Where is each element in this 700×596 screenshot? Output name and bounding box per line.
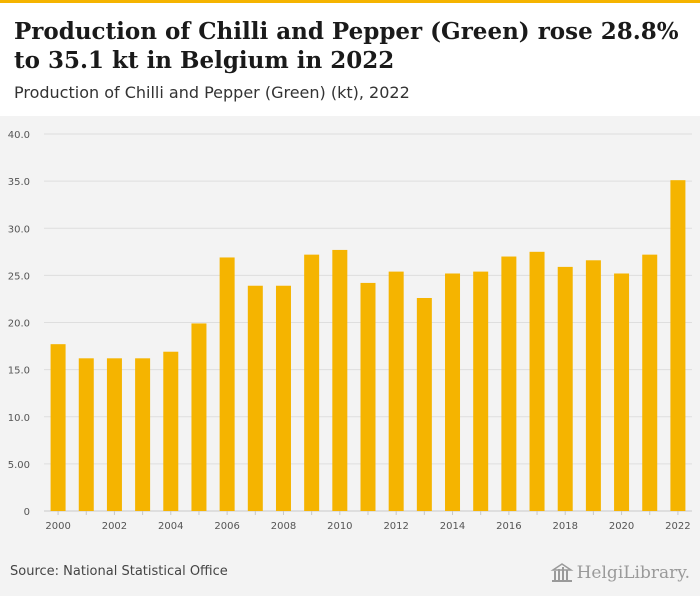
bar-2002[interactable] xyxy=(106,358,122,511)
y-tick-label: 40.0 xyxy=(8,130,30,141)
bar-2011[interactable] xyxy=(360,282,376,511)
bar-2005[interactable] xyxy=(191,323,207,511)
y-tick-label: 20.0 xyxy=(8,319,30,330)
y-tick-label: 0 xyxy=(24,507,30,518)
bar-2008[interactable] xyxy=(275,285,291,511)
bar-2022[interactable] xyxy=(670,180,686,511)
x-tick-label: 2008 xyxy=(271,521,296,532)
x-tick-label: 2004 xyxy=(158,521,183,532)
bar-2016[interactable] xyxy=(501,256,517,511)
x-tick-label: 2020 xyxy=(609,521,634,532)
y-tick-label: 5.00 xyxy=(8,460,30,471)
y-tick-label: 25.0 xyxy=(8,271,30,282)
helgi-library-logo[interactable]: HelgiLibrary. xyxy=(550,561,690,585)
bar-2006[interactable] xyxy=(219,257,235,511)
y-tick-label: 30.0 xyxy=(8,224,30,235)
x-tick-label: 2022 xyxy=(665,521,690,532)
bar-2001[interactable] xyxy=(78,358,94,511)
logo-text: HelgiLibrary. xyxy=(576,563,690,583)
x-tick-label: 2002 xyxy=(102,521,127,532)
x-tick-label: 2006 xyxy=(214,521,239,532)
bar-2021[interactable] xyxy=(642,254,658,511)
library-building-icon xyxy=(550,563,574,582)
bar-2007[interactable] xyxy=(247,285,263,511)
bar-2017[interactable] xyxy=(529,251,545,511)
source-note: Source: National Statistical Office xyxy=(10,564,228,579)
bar-2018[interactable] xyxy=(557,266,573,511)
chart-subtitle: Production of Chilli and Pepper (Green) … xyxy=(14,83,410,102)
x-tick-label: 2012 xyxy=(383,521,408,532)
footer: Source: National Statistical Office Helg… xyxy=(0,556,700,596)
x-tick-label: 2016 xyxy=(496,521,521,532)
x-tick-label: 2000 xyxy=(45,521,70,532)
chart-title: Production of Chilli and Pepper (Green) … xyxy=(14,18,679,74)
bar-chart: 0 5.00 10.0 15.0 20.0 25.0 30.0 35.0 40.0 2000 200… xyxy=(8,130,692,532)
x-tick-label: 2010 xyxy=(327,521,352,532)
bar-2010[interactable] xyxy=(332,249,348,512)
bar-2015[interactable] xyxy=(473,271,489,511)
bar-2012[interactable] xyxy=(388,271,404,511)
bar-2009[interactable] xyxy=(304,254,320,511)
x-tick-label: 2018 xyxy=(552,521,577,532)
bar-2003[interactable] xyxy=(135,358,151,511)
bar-2004[interactable] xyxy=(163,351,179,511)
bar-2013[interactable] xyxy=(416,297,432,511)
y-tick-label: 15.0 xyxy=(8,366,30,377)
bar-2020[interactable] xyxy=(614,273,630,511)
accent-bar xyxy=(0,0,700,3)
y-tick-label: 35.0 xyxy=(8,177,30,188)
y-tick-label: 10.0 xyxy=(8,413,30,424)
chart-header: Production of Chilli and Pepper (Green) … xyxy=(0,3,700,116)
bar-2000[interactable] xyxy=(50,344,66,511)
bar-2014[interactable] xyxy=(445,273,461,511)
x-tick-label: 2014 xyxy=(440,521,465,532)
bar-2019[interactable] xyxy=(585,260,601,511)
